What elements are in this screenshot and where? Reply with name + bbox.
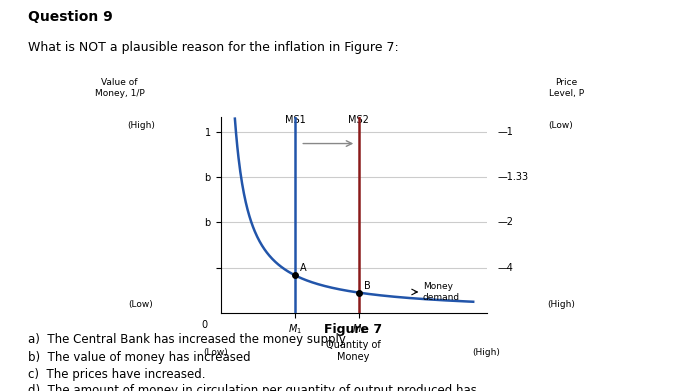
Text: (Low): (Low) xyxy=(549,121,573,130)
Text: b)  The value of money has increased: b) The value of money has increased xyxy=(28,351,251,364)
Text: 0: 0 xyxy=(202,319,208,330)
Text: —4: —4 xyxy=(497,262,513,273)
Text: (Low): (Low) xyxy=(203,348,228,357)
Text: —1.33: —1.33 xyxy=(497,172,528,182)
Text: MS2: MS2 xyxy=(349,115,370,125)
Text: (High): (High) xyxy=(547,300,575,309)
Text: What is NOT a plausible reason for the inflation in Figure 7:: What is NOT a plausible reason for the i… xyxy=(28,41,399,54)
Text: —2: —2 xyxy=(497,217,513,227)
Text: MS1: MS1 xyxy=(285,115,305,125)
Text: B: B xyxy=(364,281,371,291)
Text: Price
Level, P: Price Level, P xyxy=(549,78,584,98)
Text: (High): (High) xyxy=(473,348,500,357)
Text: a)  The Central Bank has increased the money supply: a) The Central Bank has increased the mo… xyxy=(28,333,346,346)
Text: (Low): (Low) xyxy=(128,300,153,309)
Text: d)  The amount of money in circulation per quantity of output produced has: d) The amount of money in circulation pe… xyxy=(28,384,477,391)
Text: Figure 7: Figure 7 xyxy=(324,323,383,335)
Text: Value of
Money, 1/P: Value of Money, 1/P xyxy=(94,78,144,98)
X-axis label: Quantity of
Money: Quantity of Money xyxy=(326,341,381,362)
Text: Money
demand: Money demand xyxy=(423,282,460,302)
Text: c)  The prices have increased.: c) The prices have increased. xyxy=(28,368,206,380)
Text: (High): (High) xyxy=(127,121,155,130)
Text: Question 9: Question 9 xyxy=(28,10,113,24)
Text: —1: —1 xyxy=(497,127,513,137)
Text: A: A xyxy=(300,264,307,273)
